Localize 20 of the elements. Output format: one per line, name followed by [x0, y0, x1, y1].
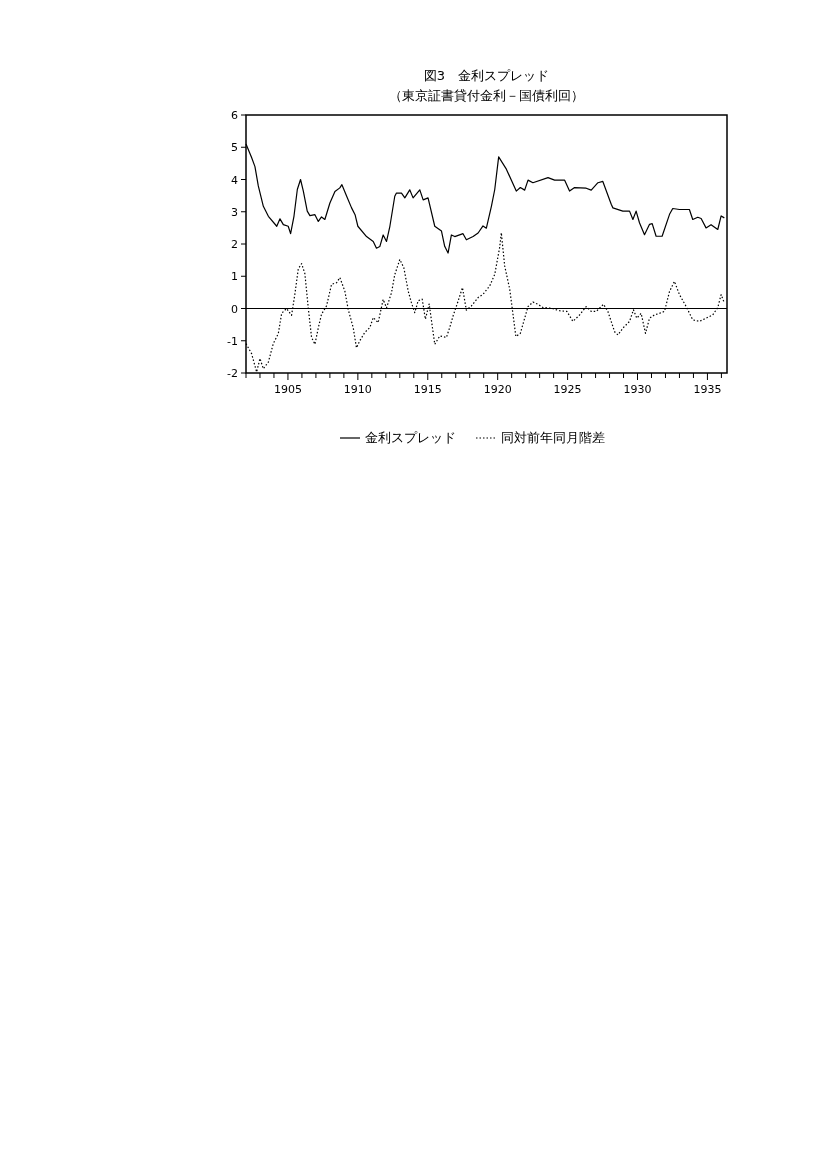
legend-label: 同対前年同月階差	[501, 430, 605, 445]
y-tick-label: 4	[231, 173, 238, 187]
x-tick-label: 1920	[483, 383, 512, 396]
x-tick-label: 1905	[273, 383, 302, 396]
y-tick-label: -2	[227, 367, 238, 380]
y-tick-label: -1	[227, 334, 238, 348]
y-tick-label: 5	[231, 141, 238, 155]
x-tick-label: 1930	[623, 383, 652, 396]
x-tick-label: 1910	[343, 383, 372, 396]
y-tick-label: 6	[231, 109, 238, 122]
x-tick-label: 1925	[553, 383, 582, 396]
y-tick-label: 3	[231, 205, 238, 219]
chart-title: 図3 金利スプレッド	[423, 68, 550, 83]
chart-subtitle: （東京証書貸付金利－国債利回）	[389, 88, 584, 103]
y-tick-label: 0	[231, 302, 238, 316]
y-tick-label: 1	[231, 270, 238, 284]
x-tick-label: 1915	[413, 383, 442, 396]
x-tick-label: 1935	[693, 383, 722, 396]
y-tick-label: 2	[231, 238, 238, 251]
legend-label: 金利スプレッド	[365, 430, 456, 445]
